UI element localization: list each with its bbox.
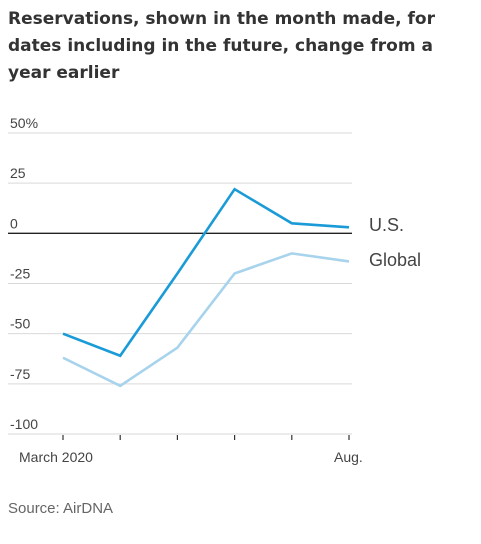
gridlines [8,132,352,435]
y-tick-label: -25 [10,266,30,282]
source-note: Source: AirDNA [8,500,114,517]
y-axis-ticks: 50% 25 0 -25 -50 -75 -100 [10,115,38,432]
series-line-us [62,187,350,358]
x-tick-label-end: Aug. [334,449,363,465]
x-tick-label-start: March 2020 [19,449,93,465]
y-tick-label: -75 [10,366,30,382]
y-tick-label: -50 [10,316,30,332]
series-line-global [62,252,350,388]
series-label-us: U.S. [369,215,404,235]
y-tick-label: -100 [10,416,38,432]
chart-title: Reservations, shown in the month made, f… [8,9,435,83]
series-labels: U.S. Global [369,215,421,270]
series-lines [62,187,350,388]
y-tick-label: 50% [10,115,38,131]
x-axis: March 2020 Aug. [19,435,363,465]
y-tick-label: 25 [10,165,26,181]
y-tick-label: 0 [10,215,18,231]
series-label-global: Global [369,250,421,270]
